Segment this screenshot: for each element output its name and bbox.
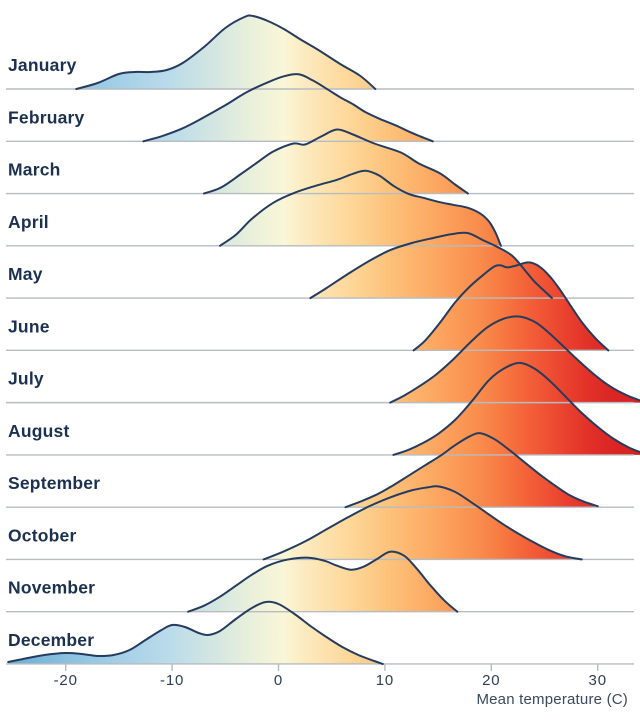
ridge-outline-august xyxy=(392,361,640,456)
ridge-outline-january xyxy=(75,14,377,90)
month-label-april: April xyxy=(8,212,49,232)
x-axis-tick-label: 30 xyxy=(589,672,607,689)
ridge-outline-july xyxy=(389,315,640,404)
month-label-january: January xyxy=(8,55,77,75)
ridge-fill-october xyxy=(263,486,582,560)
ridge-fill-november xyxy=(188,551,458,612)
x-axis-tick-label: 10 xyxy=(376,672,394,689)
month-label-june: June xyxy=(8,316,50,336)
x-axis: -20 -10 0 10 20 30 Mean temperature (C) xyxy=(54,664,628,708)
ridge-fill-april xyxy=(220,170,501,246)
month-labels: January February March April May June July Augu… xyxy=(8,55,100,650)
ridge-fill-july xyxy=(390,316,640,403)
ridge-fill-december xyxy=(8,601,383,664)
x-axis-tick-label: -10 xyxy=(160,672,184,689)
ridge-outline-december xyxy=(7,600,384,665)
month-label-march: March xyxy=(8,160,61,180)
month-label-may: May xyxy=(8,264,43,284)
ridge-fill-january xyxy=(76,15,376,89)
month-label-september: September xyxy=(8,473,100,493)
x-axis-title: Mean temperature (C) xyxy=(476,691,628,708)
ridge-outlines xyxy=(7,14,640,665)
ridge-outline-april xyxy=(219,169,502,247)
ridge-outline-june xyxy=(412,261,610,352)
ridge-outline-february xyxy=(142,73,434,143)
ridge-fill-august xyxy=(393,362,640,455)
ridge-fill-september xyxy=(345,433,598,508)
ridge-outline-march xyxy=(203,128,469,195)
row-baselines xyxy=(6,88,634,665)
ridge-fill-march xyxy=(204,129,468,194)
ridge-fill-june xyxy=(413,262,609,351)
month-label-october: October xyxy=(8,525,77,545)
month-label-august: August xyxy=(8,421,69,441)
ridge-fill-february xyxy=(143,74,433,142)
x-axis-tick-label: 20 xyxy=(482,672,500,689)
ridge-outline-september xyxy=(344,432,599,509)
ridge-fills xyxy=(8,15,640,664)
x-axis-tick-label: -20 xyxy=(54,672,78,689)
month-label-december: December xyxy=(8,630,94,650)
x-axis-tick-label: 0 xyxy=(274,672,283,689)
ridge-outline-may xyxy=(309,231,553,300)
month-label-february: February xyxy=(8,107,85,127)
ridge-outline-october xyxy=(262,485,583,561)
month-label-november: November xyxy=(8,578,95,598)
month-label-july: July xyxy=(8,369,44,389)
ridge-outline-november xyxy=(187,550,459,613)
